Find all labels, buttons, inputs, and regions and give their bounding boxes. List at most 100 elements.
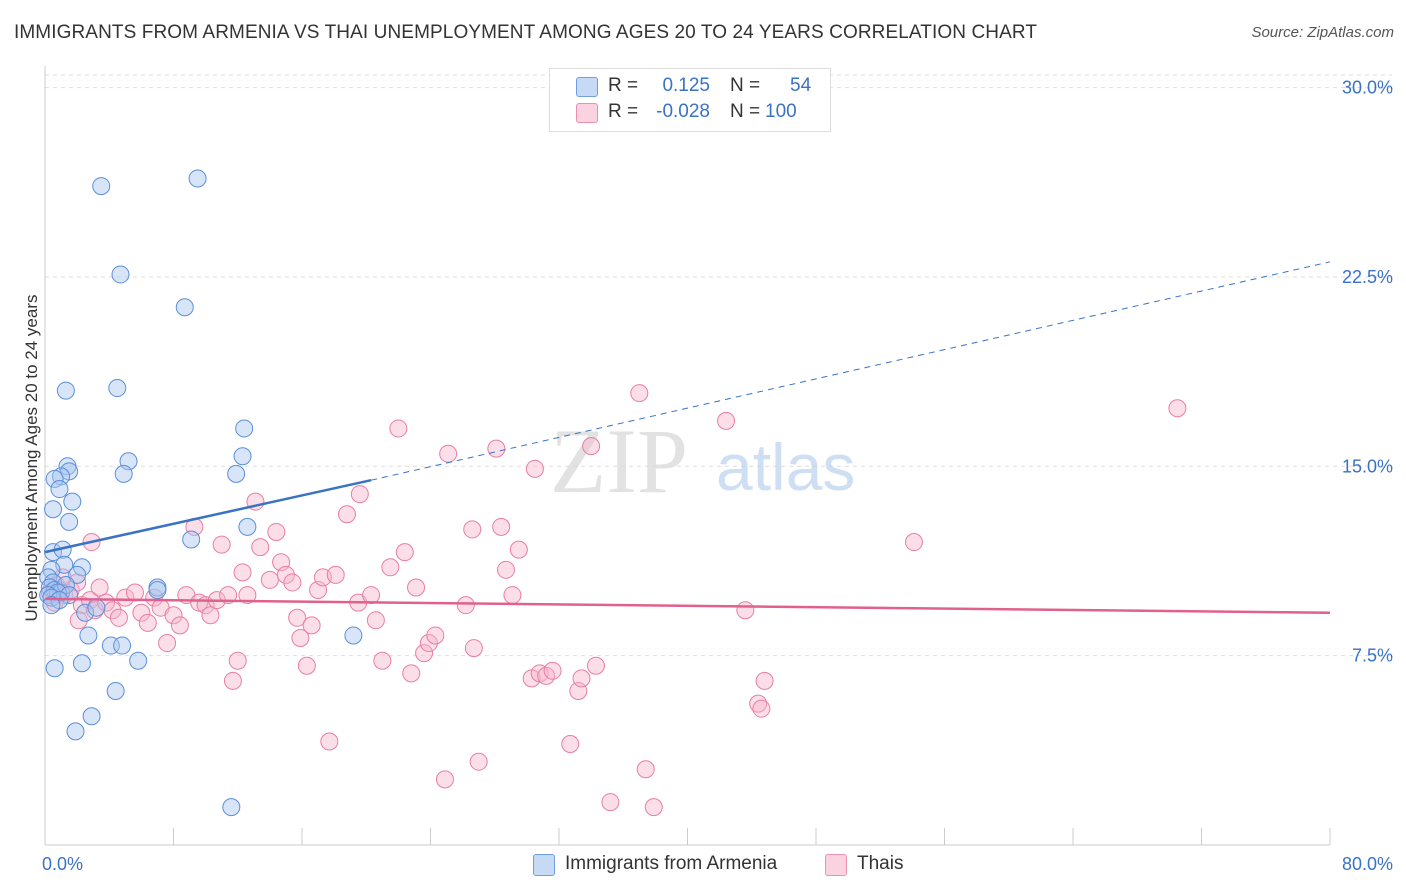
- x-tick-label: 80.0%: [1342, 854, 1393, 874]
- trend-lines: [44, 261, 1331, 614]
- thais-trend-line: [44, 597, 1331, 614]
- thais-point: [402, 664, 421, 683]
- legend-n-value: 54: [790, 75, 812, 96]
- watermark-zip: ZIP: [550, 410, 688, 512]
- armenia-point: [56, 381, 75, 400]
- thais-point: [223, 671, 242, 690]
- thais-point: [509, 540, 528, 559]
- thais-point: [228, 651, 247, 670]
- thais-point: [487, 439, 506, 458]
- armenia-point: [108, 379, 127, 398]
- armenia-point: [114, 464, 133, 483]
- bottom-legend-swatch-armenia: [533, 854, 555, 876]
- x-tick-label: 0.0%: [42, 854, 83, 874]
- y-tick-label: 7.5%: [1352, 646, 1393, 666]
- thais-point: [419, 634, 438, 653]
- thais-point: [337, 505, 356, 524]
- thais-point: [752, 699, 771, 718]
- thais-point: [132, 603, 151, 622]
- legend-r-label: R =: [608, 101, 639, 122]
- thais-point: [717, 411, 736, 430]
- thais-point: [904, 533, 923, 552]
- thais-point: [297, 656, 316, 675]
- armenia-point: [82, 707, 101, 726]
- thais-point: [435, 770, 454, 789]
- thais-point: [362, 586, 381, 605]
- thais-point: [326, 565, 345, 584]
- chart-title: IMMIGRANTS FROM ARMENIA VS THAI UNEMPLOY…: [14, 22, 1038, 43]
- thais-point: [407, 578, 426, 597]
- armenia-trend-line: [44, 478, 372, 554]
- watermark-atlas: atlas: [716, 430, 855, 504]
- y-tick-label: 15.0%: [1342, 456, 1393, 476]
- armenia-point: [233, 447, 252, 466]
- armenia-point: [79, 626, 98, 645]
- thais-point: [749, 694, 768, 713]
- armenia-point: [175, 298, 194, 317]
- thais-point: [138, 613, 157, 632]
- thais-point: [525, 459, 544, 478]
- thais-point: [125, 583, 144, 602]
- thais-point: [561, 735, 580, 754]
- correlation-legend: R = 0.125 N = 54 R = -0.028 N = 100: [549, 68, 831, 132]
- thais-point: [636, 760, 655, 779]
- armenia-point: [113, 636, 132, 655]
- thais-point: [103, 601, 122, 620]
- thais-point: [90, 578, 109, 597]
- thais-point: [755, 671, 774, 690]
- armenia-point: [87, 598, 106, 617]
- armenia-point: [344, 626, 363, 645]
- thais-point: [572, 669, 591, 688]
- legend-n-value: 100: [765, 101, 797, 122]
- thais-point: [389, 419, 408, 438]
- armenia-point: [92, 177, 111, 196]
- armenia-point: [222, 798, 241, 817]
- thais-point: [238, 586, 257, 605]
- thais-point: [543, 661, 562, 680]
- thais-point: [1168, 399, 1187, 418]
- armenia-point: [227, 464, 246, 483]
- thais-point: [116, 588, 135, 607]
- thais-point: [395, 543, 414, 562]
- source-label: Source: ZipAtlas.com: [1251, 24, 1394, 41]
- y-axis-label: Unemployment Among Ages 20 to 24 years: [22, 295, 41, 622]
- armenia-point: [182, 530, 201, 549]
- armenia-point: [129, 651, 148, 670]
- thais-point: [601, 793, 620, 812]
- thais-point: [164, 606, 183, 625]
- legend-n-label: N =: [730, 75, 761, 96]
- armenia-point: [68, 565, 87, 584]
- armenia-point: [235, 419, 254, 438]
- legend-row-armenia: R = 0.125 N = 54: [550, 73, 830, 99]
- armenia-points: [39, 169, 363, 817]
- armenia-point: [44, 500, 63, 519]
- thais-point: [276, 565, 295, 584]
- bottom-legend-swatch-thais: [825, 854, 847, 876]
- thais-point: [302, 616, 321, 635]
- thais-point: [586, 656, 605, 675]
- thais-point: [291, 628, 310, 647]
- thais-point: [381, 558, 400, 577]
- thais-point: [260, 570, 279, 589]
- thais-point: [201, 606, 220, 625]
- thais-point: [212, 535, 231, 554]
- bottom-legend-label-armenia: Immigrants from Armenia: [565, 853, 778, 874]
- thais-point: [267, 522, 286, 541]
- thais-point: [426, 626, 445, 645]
- thais-point: [69, 611, 88, 630]
- thais-point: [463, 520, 482, 539]
- legend-r-value: -0.028: [656, 101, 710, 122]
- thais-point: [288, 608, 307, 627]
- thais-point: [469, 752, 488, 771]
- thais-point: [170, 616, 189, 635]
- y-tick-label: 22.5%: [1342, 267, 1393, 287]
- legend-swatch-armenia: [576, 77, 598, 97]
- armenia-point: [72, 654, 91, 673]
- thais-point: [109, 608, 128, 627]
- legend-n-label: N =: [730, 101, 761, 122]
- armenia-point: [60, 512, 79, 531]
- thais-points: [40, 384, 1187, 817]
- armenia-point: [238, 517, 257, 536]
- thais-point: [415, 644, 434, 663]
